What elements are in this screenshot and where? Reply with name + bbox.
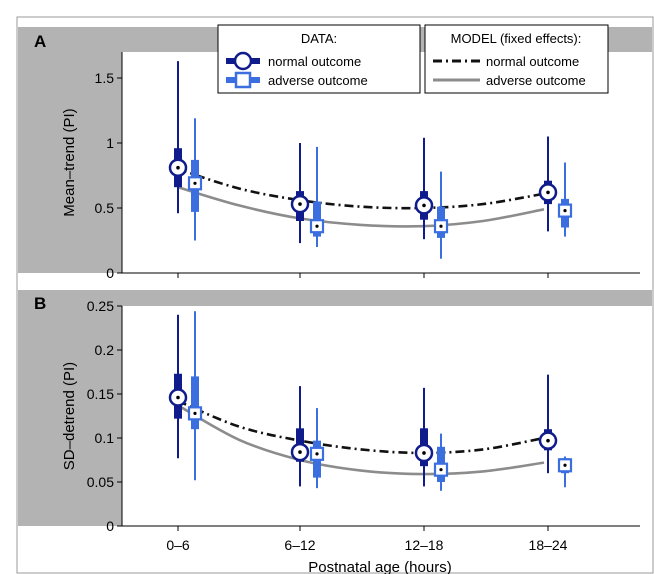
- legend-data-adverse-label: adverse outcome: [268, 73, 368, 88]
- adverse-median-dot: [439, 468, 443, 472]
- model-normal-curve: [177, 399, 545, 455]
- adverse-median-dot: [315, 224, 319, 228]
- panel-b-side: [18, 306, 122, 526]
- normal-median-dot: [176, 395, 180, 400]
- model-adverse-curve: [177, 185, 545, 228]
- adverse-median-dot: [563, 209, 567, 213]
- x-tick-label: 6–12: [284, 537, 315, 553]
- x-tick-label: 0–6: [166, 537, 190, 553]
- y-tick-label: 0: [106, 265, 114, 281]
- legend-model-adverse-label: adverse outcome: [486, 73, 586, 88]
- y-tick-label: 1.5: [95, 70, 115, 86]
- y-tick-label: 0: [106, 518, 114, 534]
- normal-median-dot: [546, 190, 550, 195]
- legend-model-box: [424, 24, 609, 94]
- legend-data-normal-label: normal outcome: [268, 54, 361, 69]
- legend-model-normal-label: normal outcome: [486, 54, 579, 69]
- normal-median-dot: [298, 450, 302, 454]
- normal-median-dot: [298, 202, 302, 206]
- y-axis-title: Mean–trend (PI): [61, 108, 78, 216]
- adverse-median-dot: [193, 181, 197, 185]
- normal-median-dot: [176, 165, 180, 170]
- adverse-median-dot: [439, 224, 443, 228]
- adverse-box: [313, 201, 321, 237]
- y-tick-label: 0.5: [95, 200, 115, 216]
- normal-median-dot: [422, 451, 426, 455]
- y-tick-label: 0.25: [87, 298, 114, 314]
- x-tick-label: 18–24: [529, 537, 568, 553]
- normal-median-dot: [546, 438, 550, 443]
- y-tick-label: 0.2: [95, 342, 115, 358]
- model-normal-curve: [177, 167, 545, 210]
- x-axis-title: Postnatal age (hours): [308, 559, 451, 574]
- adverse-median-dot: [193, 411, 197, 415]
- panel-a-letter: A: [34, 32, 46, 51]
- panel-b-bar: [18, 290, 652, 306]
- panel-a-side: [18, 52, 122, 273]
- panel-b-letter: B: [34, 294, 46, 313]
- x-tick-label: 12–18: [405, 537, 444, 553]
- y-tick-label: 0.1: [95, 430, 115, 446]
- legend-model-title: MODEL (fixed effects):: [451, 31, 582, 46]
- model-adverse-curve: [177, 404, 545, 476]
- normal-median-dot: [422, 203, 426, 208]
- panel-a-plot: 0 0.5 1 1.5 Mean–trend (PI): [61, 52, 640, 281]
- y-tick-label: 1: [106, 135, 114, 151]
- y-tick-label: 0.15: [87, 386, 114, 402]
- adverse-median-dot: [315, 452, 319, 456]
- y-tick-label: 0.05: [87, 474, 114, 490]
- y-axis-title: SD–detrend (PI): [61, 362, 78, 470]
- legend-data-title: DATA:: [301, 31, 337, 46]
- adverse-box: [191, 376, 199, 430]
- panel-b-plot: 0 0.05 0.1 0.15 0.2 0.25 SD–detrend (PI) 0–6 6–1…: [61, 298, 640, 553]
- legend-normal-marker: [226, 51, 260, 71]
- legend-model: MODEL (fixed effects): normal outcome ad…: [424, 24, 609, 94]
- adverse-median-dot: [563, 463, 567, 467]
- legend-adverse-marker: [226, 71, 260, 89]
- legend-data: DATA: normal outcome adverse outcome: [217, 24, 421, 94]
